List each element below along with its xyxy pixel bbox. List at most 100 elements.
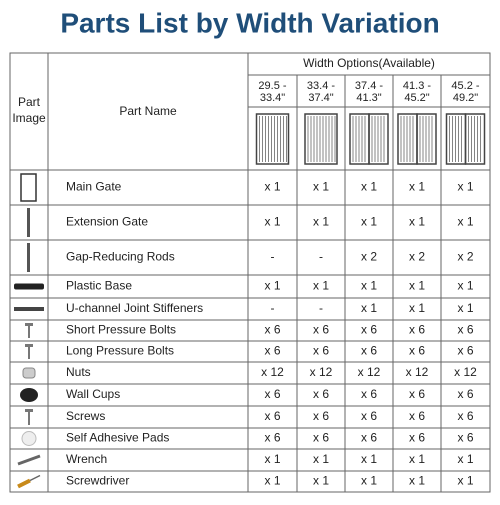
part-count: x 2: [361, 250, 377, 264]
part-name: Self Adhesive Pads: [66, 431, 169, 445]
part-count: x 1: [457, 452, 473, 466]
width-range: 37.4": [308, 92, 333, 104]
part-count: x 6: [361, 323, 377, 337]
part-count: x 6: [457, 344, 473, 358]
part-count: x 12: [261, 365, 284, 379]
part-count: -: [271, 250, 275, 264]
part-count: x 6: [264, 409, 280, 423]
part-count: x 1: [313, 474, 329, 488]
part-count: x 6: [313, 344, 329, 358]
part-count: x 12: [310, 365, 333, 379]
part-icon: [17, 478, 31, 489]
header-text: Width Options(Available): [303, 56, 435, 70]
part-icon: [25, 344, 33, 347]
part-count: x 1: [409, 215, 425, 229]
part-count: -: [319, 250, 323, 264]
part-name: Main Gate: [66, 180, 122, 194]
part-icon: [25, 409, 33, 412]
gate-icon: [304, 113, 338, 165]
part-count: x 1: [409, 474, 425, 488]
width-range: 37.4 -: [355, 80, 383, 92]
gate-icon: [255, 113, 290, 165]
part-icon: [27, 243, 30, 272]
part-name: Extension Gate: [66, 215, 148, 229]
width-range: 29.5 -: [258, 80, 286, 92]
part-count: x 6: [361, 344, 377, 358]
width-range: 45.2": [404, 92, 429, 104]
part-count: x 6: [313, 387, 329, 401]
part-count: -: [271, 301, 275, 315]
part-name: Gap-Reducing Rods: [66, 250, 175, 264]
part-count: x 12: [454, 365, 477, 379]
part-icon: [20, 173, 37, 202]
part-count: x 1: [457, 215, 473, 229]
part-count: x 6: [457, 387, 473, 401]
part-count: x 12: [406, 365, 429, 379]
part-count: x 1: [264, 452, 280, 466]
part-count: x 1: [457, 301, 473, 315]
part-icon: [14, 307, 44, 311]
part-icon: [17, 454, 41, 466]
part-count: x 1: [361, 279, 377, 293]
part-count: x 1: [409, 279, 425, 293]
part-count: -: [319, 301, 323, 315]
part-name: U-channel Joint Stiffeners: [66, 301, 203, 315]
part-count: x 6: [361, 431, 377, 445]
width-range: 33.4": [260, 92, 285, 104]
part-count: x 1: [361, 452, 377, 466]
part-icon: [14, 283, 44, 290]
gate-icon: [464, 113, 486, 165]
part-count: x 1: [313, 180, 329, 194]
part-count: x 1: [409, 301, 425, 315]
header-text: Part: [18, 95, 41, 109]
part-count: x 6: [313, 431, 329, 445]
width-range: 49.2": [453, 92, 478, 104]
part-count: x 6: [264, 323, 280, 337]
page-title: Parts List by Width Variation: [60, 7, 439, 38]
gate-icon: [416, 113, 437, 165]
part-name: Screws: [66, 409, 105, 423]
part-count: x 6: [457, 409, 473, 423]
part-icon: [22, 367, 36, 379]
part-count: x 6: [409, 344, 425, 358]
part-count: x 1: [361, 301, 377, 315]
part-icon: [20, 388, 38, 402]
part-count: x 6: [457, 431, 473, 445]
width-range: 41.3 -: [403, 80, 431, 92]
part-name: Wrench: [66, 452, 107, 466]
part-count: x 6: [409, 431, 425, 445]
part-count: x 1: [457, 474, 473, 488]
part-count: x 2: [457, 250, 473, 264]
part-name: Long Pressure Bolts: [66, 344, 174, 358]
part-count: x 6: [313, 323, 329, 337]
width-range: 33.4 -: [307, 80, 335, 92]
header-text: Part Name: [119, 104, 177, 118]
part-count: x 1: [313, 215, 329, 229]
part-icon: [21, 431, 37, 446]
part-count: x 1: [264, 474, 280, 488]
part-count: x 6: [361, 409, 377, 423]
part-name: Plastic Base: [66, 279, 132, 293]
part-count: x 1: [313, 452, 329, 466]
width-range: 45.2 -: [451, 80, 479, 92]
part-count: x 1: [457, 180, 473, 194]
part-count: x 6: [409, 387, 425, 401]
part-count: x 6: [457, 323, 473, 337]
part-count: x 1: [264, 279, 280, 293]
part-icon: [29, 474, 41, 482]
part-count: x 1: [361, 180, 377, 194]
part-count: x 1: [264, 215, 280, 229]
part-count: x 1: [313, 279, 329, 293]
part-count: x 1: [264, 180, 280, 194]
part-name: Nuts: [66, 365, 91, 379]
part-count: x 6: [264, 431, 280, 445]
part-count: x 1: [361, 215, 377, 229]
part-count: x 1: [409, 180, 425, 194]
part-count: x 2: [409, 250, 425, 264]
width-range: 41.3": [356, 92, 381, 104]
header-text: Image: [12, 111, 46, 125]
part-count: x 6: [313, 409, 329, 423]
part-name: Screwdriver: [66, 474, 129, 488]
part-count: x 1: [457, 279, 473, 293]
